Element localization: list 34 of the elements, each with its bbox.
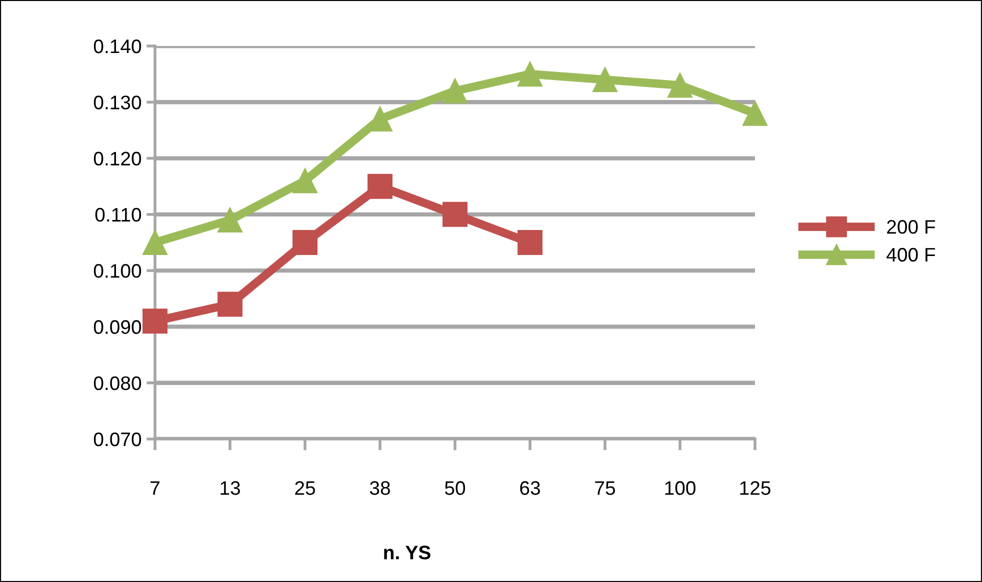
point bbox=[292, 230, 318, 255]
x-tick-label: 25 bbox=[295, 481, 315, 495]
y-tick-label: 0.080 bbox=[94, 376, 142, 390]
point bbox=[142, 308, 168, 334]
point bbox=[218, 292, 242, 317]
point bbox=[518, 230, 542, 255]
y-tick-label: 0.070 bbox=[94, 432, 142, 446]
y-tick-label: 0.120 bbox=[94, 152, 142, 166]
point bbox=[218, 208, 242, 233]
x-tick-label: 63 bbox=[520, 481, 540, 495]
point bbox=[442, 202, 468, 227]
x-tick-label: 38 bbox=[370, 481, 390, 495]
legend-label: 400 F bbox=[886, 248, 936, 262]
x-tick-label: 125 bbox=[740, 481, 770, 495]
x-tick-label: 75 bbox=[595, 481, 615, 495]
y-tick-label: 0.100 bbox=[94, 264, 142, 278]
point bbox=[142, 230, 168, 255]
point bbox=[292, 168, 318, 194]
point bbox=[368, 174, 392, 199]
point bbox=[668, 72, 692, 98]
legend-label: 200 F bbox=[887, 220, 936, 234]
x-tick-label: 50 bbox=[444, 481, 466, 495]
x-tick-label: 13 bbox=[220, 481, 240, 495]
x-tick-label: 100 bbox=[665, 481, 696, 495]
point bbox=[592, 67, 618, 92]
x-axis-title: n. YS bbox=[384, 546, 430, 560]
point bbox=[742, 100, 768, 126]
x-tick-label: 7 bbox=[150, 481, 160, 495]
point bbox=[518, 62, 542, 87]
y-tick-label: 0.090 bbox=[94, 320, 142, 334]
point bbox=[442, 78, 468, 104]
y-tick-label: 0.110 bbox=[95, 208, 142, 222]
y-tick-label: 0.140 bbox=[94, 39, 142, 54]
y-tick-label: 0.130 bbox=[94, 96, 142, 110]
